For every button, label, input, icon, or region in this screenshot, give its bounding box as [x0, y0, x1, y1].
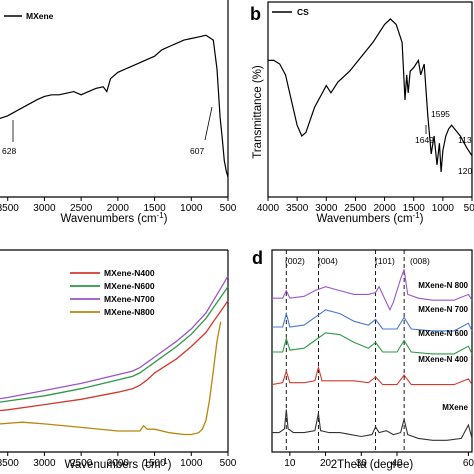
panel-d-series-labels: MXene MXene-N 400 MXene-N 600 MXene-N 700 MX… [418, 281, 468, 412]
panel-c-tick-label-3000: 3000 [33, 458, 56, 469]
panel-c-x-axis-label: Wavenumbers (cm-1) [64, 457, 171, 471]
panel-b-tick-label-3000: 3000 [315, 203, 338, 214]
panel-c-legend-label-mxene-n800: MXene-N800 [104, 307, 155, 317]
panel-d-series-label-mxene-n-700: MXene-N 700 [418, 305, 468, 314]
panel-c-tick-label-2500: 2500 [70, 458, 93, 469]
panel-c-tick-label-2000: 2000 [107, 458, 130, 469]
panel-a-annotation-607: 607 [190, 146, 204, 156]
panel-d-tick-label-60: 60 [463, 458, 474, 469]
panel-d-frame [271, 249, 473, 453]
panel-a-tick-label-1500: 1500 [143, 203, 166, 214]
panel-b-annotation-120: 120 [458, 166, 472, 176]
panel-a-tick-label-3000: 3000 [33, 203, 56, 214]
panel-d-letter: d [252, 248, 263, 268]
panel-b-series-cs-line [268, 18, 473, 173]
panel-c-tick-label-500: 500 [220, 458, 237, 469]
panel-d-series-lines [271, 269, 473, 441]
panel-b-tick-label-4000: 4000 [257, 203, 280, 214]
panel-d-tick-label-30: 30 [356, 458, 368, 469]
panel-c-tick-label-1500: 1500 [143, 458, 166, 469]
panel-b-annotation-1595: 1595 [431, 109, 450, 119]
panel-a-series-mxene-line [0, 34, 229, 178]
panel-c-legend: MXene-N400 MXene-N600 MXene-N700 MXene-N800 [70, 268, 155, 317]
panel-d-peak-labels: (002) (004) (101) (008) [285, 256, 430, 266]
panel-a-legend-label: MXene [26, 11, 54, 21]
panel-c: 350030002500200015001000500 MXene-N400MX… [0, 249, 237, 471]
panel-d-peak-label-004: (004) [318, 256, 338, 266]
panel-d-tick-label-20: 20 [320, 458, 332, 469]
panel-d-tick-label-40: 40 [391, 458, 403, 469]
panel-b-x-ticks: 4000 3500 3000 2500 2000 1500 1000 500 [257, 197, 474, 214]
panel-c-series-mxene-n400-line [0, 300, 229, 412]
panel-a: 3500 3000 2500 2000 1500 1000 500 MXene 628 60… [0, 0, 237, 225]
panel-b-tick-label-1000: 1000 [432, 203, 455, 214]
panel-c-series-mxene-n700-line [0, 275, 229, 400]
panel-a-annotation-628: 628 [2, 146, 16, 156]
panel-c-legend-label-mxene-n400: MXene-N400 [104, 268, 155, 278]
panel-d-series-label-mxene-n-600: MXene-N 600 [418, 329, 468, 338]
panel-d-peak-label-002: (002) [285, 256, 305, 266]
panel-c-tick-label-1000: 1000 [180, 458, 203, 469]
panel-b-tick-label-2000: 2000 [373, 203, 396, 214]
panel-a-annotation-607-arrow [204, 106, 213, 141]
panel-b-frame [267, 1, 473, 198]
panel-d-peak-label-008: (008) [410, 256, 430, 266]
panel-d-series-label-mxene-n-800: MXene-N 800 [418, 281, 468, 290]
panel-b-tick-label-3500: 3500 [286, 203, 309, 214]
panel-a-x-ticks: 3500 3000 2500 2000 1500 1000 500 [0, 197, 237, 214]
panel-d-series-mxene-n-700-line [272, 309, 473, 332]
panel-c-legend-label-mxene-n600: MXene-N600 [104, 281, 155, 291]
panel-a-tick-label-1000: 1000 [180, 203, 203, 214]
panel-c-x-ticks: 3500 3000 2500 2000 1500 1000 500 [0, 452, 237, 469]
panel-a-tick-label-500: 500 [220, 203, 237, 214]
panel-b: b 4000 3500 3000 2500 2000 1500 1000 500 CS Tra… [250, 1, 474, 225]
panel-d-series-mxene-n-600-line [272, 332, 473, 355]
panel-b-annotation-113: 113 [458, 135, 472, 145]
panel-a-x-axis-label: Wavenumbers (cm-1) [60, 211, 167, 225]
panel-d-series-label-mxene-n-400: MXene-N 400 [418, 355, 468, 364]
panel-d-tick-label-10: 10 [284, 458, 296, 469]
panel-b-x-axis-label: Wavenumbers (cm-1) [316, 211, 423, 225]
panel-d-x-axis-label: 2Theta (degree) [331, 459, 414, 471]
panel-b-tick-label-1500: 1500 [403, 203, 426, 214]
panel-a-tick-label-2000: 2000 [107, 203, 130, 214]
panel-c-legend-label-mxene-n700: MXene-N700 [104, 294, 155, 304]
panel-b-tick-label-2500: 2500 [344, 203, 367, 214]
panel-b-annotation-1649: 1649 [415, 135, 434, 145]
panel-d-reference-lines [285, 250, 405, 452]
panel-c-series-mxene-n600-line [0, 286, 229, 403]
panel-d-series-label-mxene: MXene [442, 403, 468, 412]
panel-b-legend-label: CS [297, 7, 309, 17]
panel-b-y-axis-label: Transmittance (%) [252, 65, 264, 159]
panel-d-series-mxene-line [272, 409, 473, 441]
panel-d-peak-label-101: (101) [375, 256, 395, 266]
panel-a-tick-label-3500: 3500 [0, 203, 19, 214]
panel-d-x-ticks: 10 20 30 40 60 [284, 452, 474, 469]
panel-c-series-lines [0, 275, 229, 436]
panel-d-series-mxene-n-800-line [272, 269, 473, 312]
panel-a-tick-label-2500: 2500 [70, 203, 93, 214]
panel-c-series-mxene-n800-line [0, 321, 222, 436]
panel-d: d 10 20 30 40 60 (002) (004) (101) (008) MXeneM… [252, 248, 474, 471]
panel-c-tick-label-3500: 3500 [0, 458, 19, 469]
panel-d-series-mxene-n-400-line [271, 365, 473, 386]
panel-b-letter: b [250, 4, 261, 24]
panel-b-tick-label-500: 500 [464, 203, 474, 214]
